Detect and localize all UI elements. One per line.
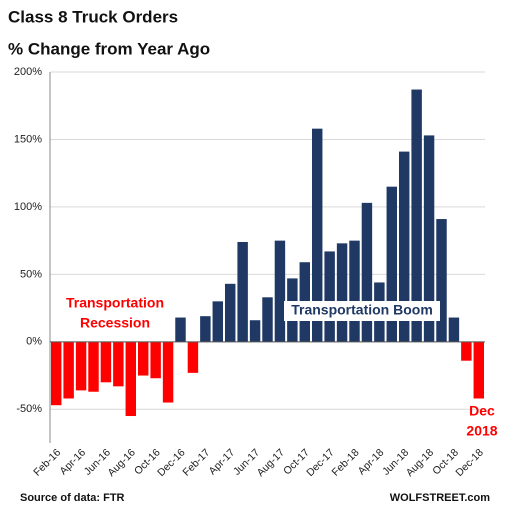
chart-title: Class 8 Truck Orders — [8, 7, 178, 26]
bar — [324, 251, 335, 342]
bar — [50, 341, 62, 406]
bar — [75, 341, 87, 391]
bar — [386, 186, 398, 342]
y-tick-label: 150% — [14, 133, 42, 145]
bar — [361, 202, 373, 342]
x-tick-label: Dec-18 — [453, 446, 486, 479]
bar — [473, 341, 485, 399]
bar — [311, 128, 323, 342]
x-tick-label: Feb-18 — [330, 446, 362, 478]
bar — [262, 297, 273, 342]
bar — [100, 341, 112, 383]
x-tick-label: Aug-18 — [404, 446, 437, 479]
bar — [349, 240, 360, 342]
annotation: 2018 — [466, 423, 497, 439]
y-tick-label: 200% — [14, 66, 42, 78]
bar — [113, 341, 124, 387]
bar — [436, 219, 447, 342]
annotation: Transportation — [66, 295, 164, 311]
x-tick-label: Feb-17 — [180, 446, 212, 478]
bar — [200, 316, 211, 342]
bar — [461, 341, 472, 361]
bar — [237, 241, 248, 342]
y-tick-label: 100% — [14, 201, 42, 213]
x-tick-label: Apr-18 — [356, 446, 387, 477]
y-tick-label: -50% — [16, 403, 42, 415]
bar — [175, 317, 186, 342]
bar — [249, 320, 261, 342]
credit: WOLFSTREET.com — [390, 492, 490, 504]
bar — [274, 240, 286, 342]
bar — [137, 341, 149, 376]
bar — [88, 341, 99, 392]
x-tick-label: Dec-16 — [155, 446, 188, 479]
y-tick-label: 50% — [20, 268, 42, 280]
bar — [224, 283, 236, 342]
x-tick-label: Aug-16 — [105, 446, 138, 479]
annotation-bg — [284, 301, 440, 321]
bar — [448, 317, 460, 342]
x-tick-label: Aug-17 — [255, 446, 288, 479]
bar — [162, 341, 174, 403]
x-tick-label: Feb-16 — [31, 446, 63, 478]
source: Source of data: FTR — [20, 492, 125, 504]
bar — [398, 151, 410, 342]
x-tick-label: Apr-17 — [207, 446, 238, 477]
annotation: Dec — [469, 403, 495, 419]
bar — [212, 301, 224, 342]
x-tick-label: Apr-16 — [57, 446, 88, 477]
annotation: Transportation Boom — [291, 302, 433, 318]
chart-subtitle: % Change from Year Ago — [8, 39, 210, 58]
x-tick-label: Dec-17 — [304, 446, 337, 479]
bar — [336, 243, 348, 342]
bar — [63, 341, 74, 399]
bar — [423, 135, 435, 342]
bar — [411, 89, 422, 342]
y-tick-label: 0% — [26, 336, 42, 348]
bar — [187, 341, 199, 373]
bar — [150, 341, 161, 379]
bar — [125, 341, 137, 417]
annotation: Recession — [80, 315, 150, 331]
